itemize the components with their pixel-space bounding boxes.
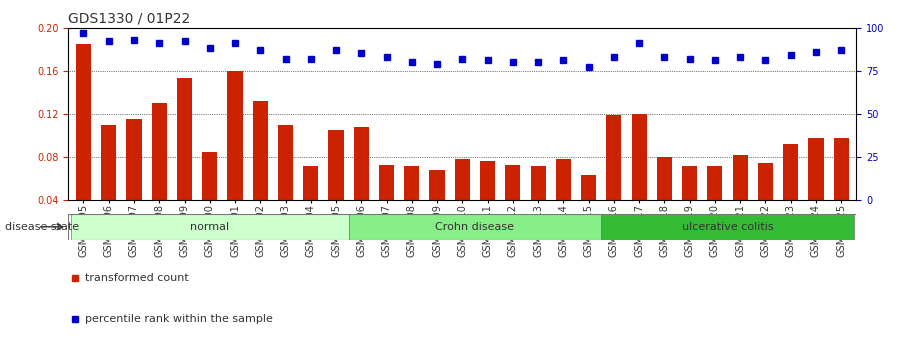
Bar bbox=[834, 138, 849, 243]
Bar bbox=[177, 78, 192, 243]
Text: disease state: disease state bbox=[5, 222, 78, 232]
Text: transformed count: transformed count bbox=[85, 273, 189, 283]
Text: ulcerative colitis: ulcerative colitis bbox=[681, 222, 773, 232]
Bar bbox=[607, 115, 621, 243]
Bar bbox=[228, 71, 242, 243]
Bar bbox=[151, 103, 167, 243]
Bar bbox=[127, 119, 141, 243]
Bar bbox=[278, 125, 293, 243]
Text: GDS1330 / 01P22: GDS1330 / 01P22 bbox=[68, 11, 190, 25]
Bar bbox=[480, 161, 496, 243]
Bar bbox=[707, 166, 722, 243]
Bar bbox=[76, 44, 91, 243]
Bar bbox=[581, 175, 596, 243]
Bar bbox=[379, 165, 394, 243]
Bar bbox=[758, 164, 773, 243]
Bar bbox=[353, 127, 369, 243]
Bar bbox=[682, 166, 697, 243]
Bar bbox=[732, 155, 748, 243]
Text: normal: normal bbox=[190, 222, 230, 232]
Bar bbox=[631, 114, 647, 243]
Bar bbox=[657, 157, 672, 243]
Bar bbox=[455, 159, 470, 243]
Bar bbox=[429, 170, 445, 243]
Bar bbox=[783, 144, 798, 243]
Bar bbox=[530, 166, 546, 243]
Bar bbox=[252, 101, 268, 243]
Text: Crohn disease: Crohn disease bbox=[435, 222, 515, 232]
Bar bbox=[506, 165, 520, 243]
Bar bbox=[601, 214, 854, 240]
Bar bbox=[71, 214, 349, 240]
Bar bbox=[349, 214, 601, 240]
Bar bbox=[556, 159, 571, 243]
Bar bbox=[808, 138, 824, 243]
Bar bbox=[101, 125, 117, 243]
Bar bbox=[404, 166, 419, 243]
Bar bbox=[329, 130, 343, 243]
Bar bbox=[303, 166, 318, 243]
Text: percentile rank within the sample: percentile rank within the sample bbox=[85, 314, 272, 324]
Bar bbox=[202, 151, 218, 243]
